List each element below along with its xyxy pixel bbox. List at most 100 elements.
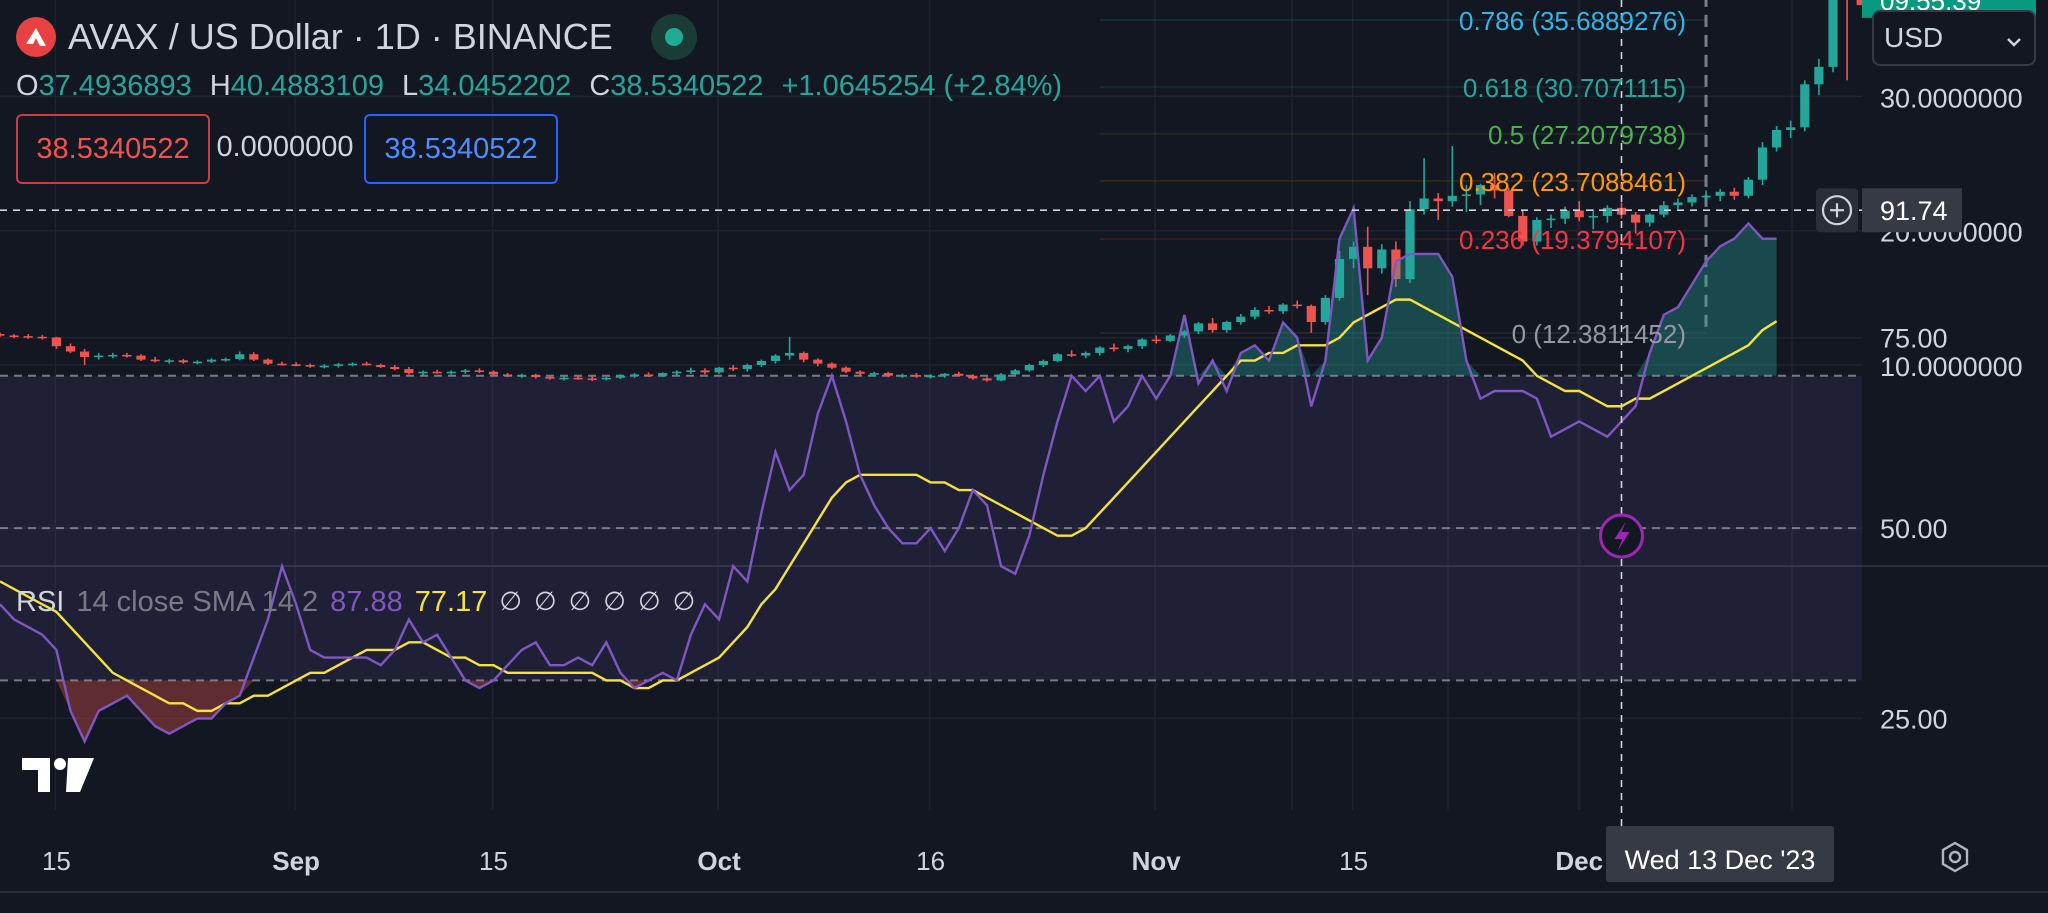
candle-body — [376, 365, 386, 368]
candle-body — [1757, 147, 1768, 180]
low-label: L — [401, 70, 419, 102]
candle-body — [503, 374, 513, 377]
fib-level-label: 0.618 (30.7071115) — [1463, 73, 1686, 103]
symbol-title[interactable]: AVAX / US Dollar · 1D · BINANCE — [68, 16, 613, 57]
sell-price-button[interactable]: 38.5340522 — [16, 114, 210, 184]
time-axis-label: Dec — [1555, 846, 1603, 876]
buy-price-button[interactable]: 38.5340522 — [364, 114, 558, 184]
candle-body — [277, 363, 287, 366]
candle-body — [1377, 249, 1387, 269]
time-axis-label: 15 — [479, 846, 508, 876]
candle-body — [1349, 246, 1359, 259]
candle-body — [813, 359, 823, 364]
rsi-name[interactable]: RSI — [16, 586, 65, 618]
candle-body — [1729, 191, 1739, 196]
rsi-na-value: ∅ — [533, 586, 557, 616]
rsi-na-value: ∅ — [603, 586, 626, 616]
time-axis[interactable]: 15 Sep 15 Oct 16 Nov 15 Dec Wed 13 Dec '23 — [42, 826, 1834, 882]
chevron-down-icon — [2006, 22, 2022, 54]
low-value: 34.0452202 — [418, 70, 572, 102]
candle-body — [531, 375, 541, 378]
candle-body — [1673, 202, 1683, 206]
candle-body — [1024, 365, 1034, 371]
candle-body — [94, 355, 104, 358]
lightning-bolt — [1614, 522, 1630, 551]
candle-body — [1095, 347, 1105, 353]
symbol-header[interactable]: AVAX / US Dollar · 1D · BINANCE — [16, 14, 697, 60]
candle-body — [1715, 191, 1725, 196]
candle-body — [700, 370, 710, 373]
candle-body — [644, 374, 654, 377]
tradingview-logo-icon[interactable] — [22, 758, 94, 797]
candle-body — [1701, 195, 1711, 198]
candle-body — [432, 371, 442, 374]
candle-body — [1743, 179, 1753, 196]
candle-body — [686, 370, 696, 372]
candle-body — [1631, 214, 1641, 223]
price-scale-label: 10.0000000 — [1880, 352, 2023, 382]
candle-body — [615, 375, 625, 378]
rsi-scale[interactable]: 75.00 50.00 25.00 91.74 — [1816, 188, 1962, 735]
rsi-value: 87.88 — [330, 586, 403, 618]
candle-body — [1208, 323, 1218, 331]
currency-select[interactable]: USD — [1872, 10, 2036, 66]
candle-body — [9, 335, 19, 338]
candle-body — [1645, 214, 1655, 223]
candle-body — [1320, 297, 1330, 323]
add-plus-icon — [1821, 195, 1853, 226]
ohlc-values: O37.4936893 H40.4883109 L34.0452202 C38.… — [16, 70, 1062, 103]
candle-body — [1179, 331, 1189, 336]
candle-body — [968, 375, 978, 379]
spread-value: 0.0000000 — [216, 130, 354, 163]
rsi-legend[interactable]: RSI 14 close SMA 14 2 87.88 77.17 ∅ ∅ ∅ … — [16, 586, 695, 619]
candle-body — [982, 378, 992, 381]
candle-body — [785, 352, 795, 356]
candle-body — [841, 367, 851, 372]
high-value: 40.4883109 — [230, 70, 384, 102]
candle-body — [996, 374, 1006, 381]
candle-body — [1264, 309, 1274, 312]
chart-settings-icon[interactable] — [1938, 840, 1972, 879]
candle-body — [108, 354, 118, 357]
candle-body — [573, 377, 583, 380]
candle-body — [1010, 370, 1020, 375]
candle-body — [221, 358, 231, 361]
candle-body — [1461, 194, 1471, 197]
candle-body — [559, 377, 569, 380]
candle-body — [1292, 304, 1302, 307]
candle-body — [333, 364, 343, 366]
candle-body — [1363, 246, 1373, 269]
candle-body — [658, 373, 668, 376]
candle-body — [150, 359, 160, 362]
candle-body — [1334, 258, 1345, 298]
candle-body — [911, 375, 922, 377]
candle-body — [418, 371, 428, 374]
time-axis-label: 16 — [916, 846, 945, 876]
rsi-overbought-fill — [0, 208, 1777, 376]
candle-body — [136, 355, 146, 360]
candle-body — [122, 354, 132, 357]
candle-body — [249, 354, 259, 360]
candle-body — [799, 352, 809, 360]
market-open-dot-icon[interactable] — [650, 14, 697, 60]
candle-body — [855, 371, 865, 374]
candle-body — [1306, 305, 1316, 323]
fib-retracement — [1100, 0, 1708, 335]
time-axis-label: Nov — [1132, 846, 1182, 876]
candle-body — [756, 360, 766, 365]
candle-body — [1250, 309, 1260, 317]
candle-body — [1814, 66, 1824, 85]
candle-body — [1518, 215, 1528, 242]
candle-body — [1828, 0, 1838, 67]
currency-value: USD — [1884, 22, 1944, 53]
candle-body — [1588, 215, 1598, 218]
candle-body — [1433, 198, 1443, 202]
rsi-na-value: ∅ — [499, 586, 522, 616]
candle-body — [1687, 197, 1697, 203]
candle-body — [1475, 185, 1486, 195]
candle-body — [1081, 352, 1091, 356]
candle-body — [1574, 210, 1584, 218]
time-axis-label: Oct — [697, 846, 741, 876]
candle-body — [940, 373, 950, 376]
